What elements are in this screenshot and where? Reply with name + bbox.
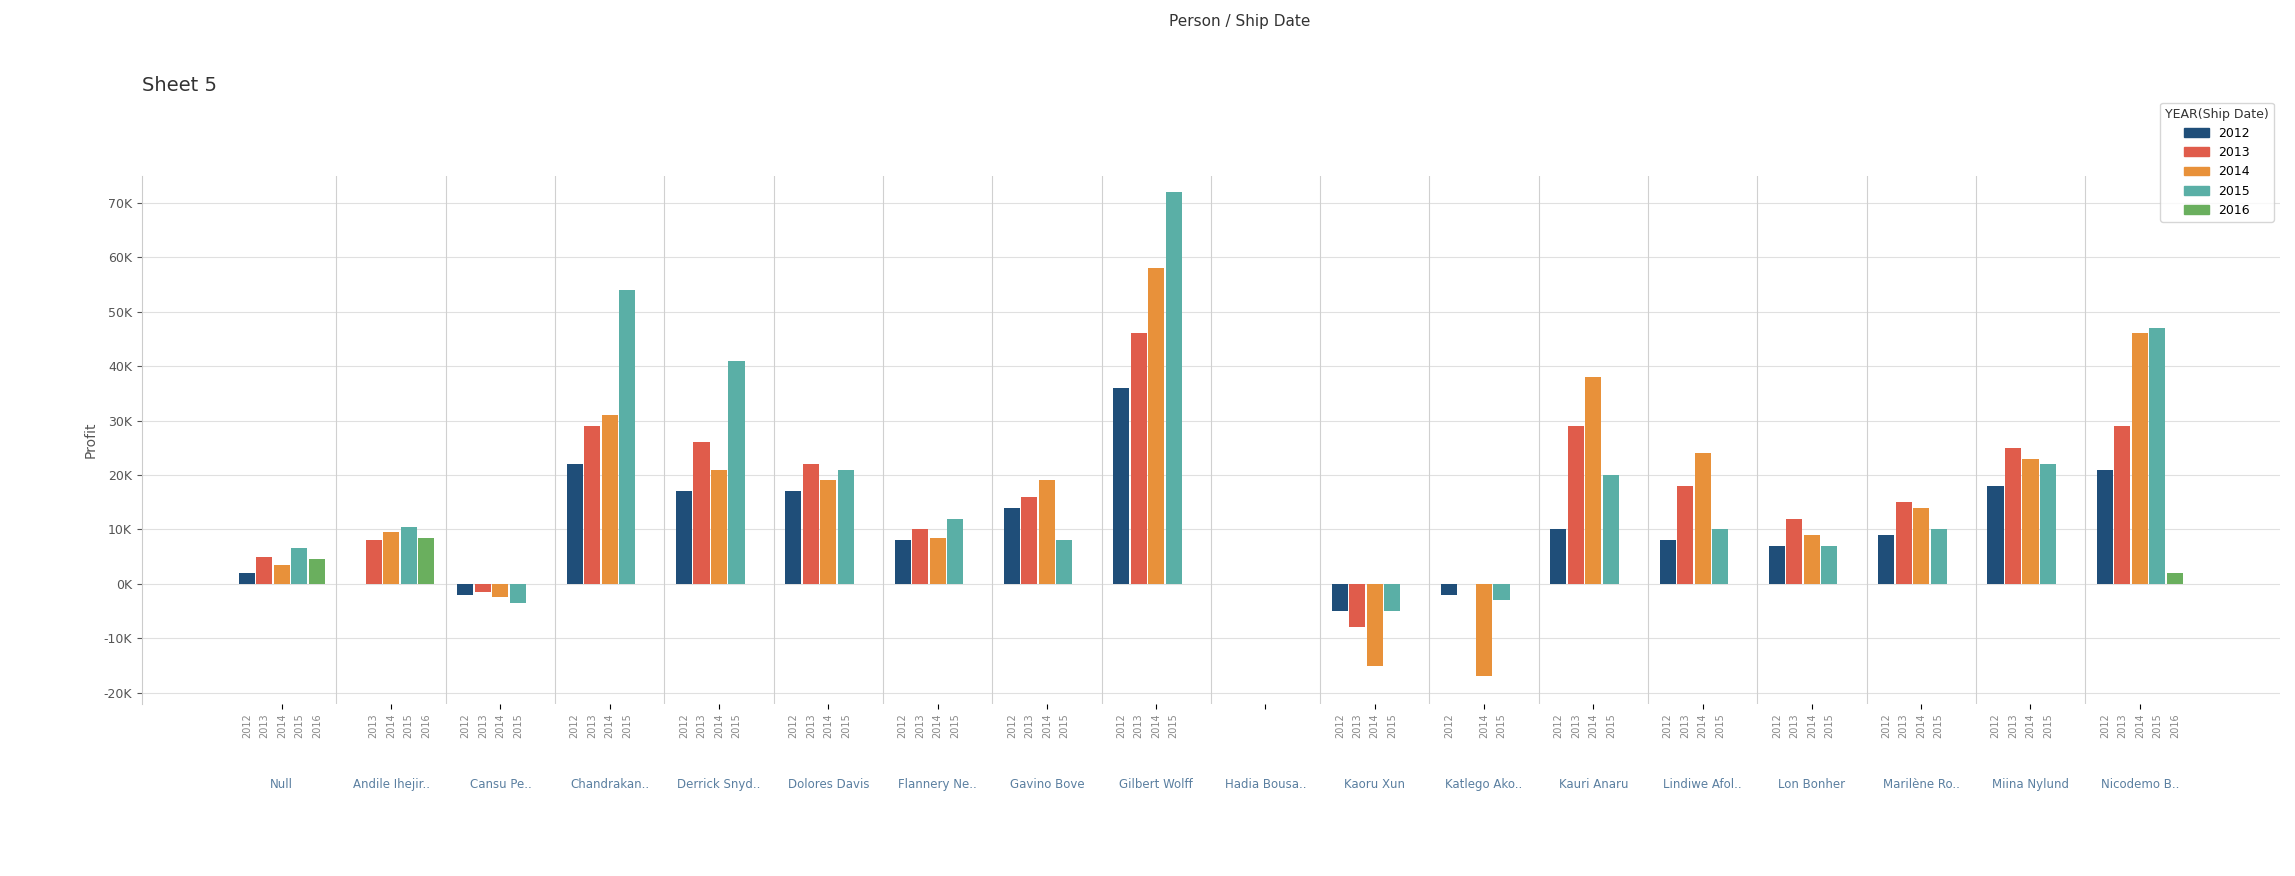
Bar	[728, 361, 744, 583]
Bar	[1148, 268, 1164, 583]
Bar	[819, 480, 835, 583]
Bar	[948, 519, 964, 583]
Bar	[2114, 426, 2130, 583]
Bar	[1476, 583, 1492, 676]
Bar	[1368, 583, 1384, 666]
Bar	[1056, 540, 1072, 583]
Bar	[2148, 328, 2164, 583]
Bar	[310, 560, 326, 583]
Bar	[291, 548, 308, 583]
Bar	[911, 529, 927, 583]
Bar	[509, 583, 526, 603]
Bar	[1712, 529, 1728, 583]
Bar	[1494, 583, 1510, 600]
Bar	[1930, 529, 1946, 583]
Bar	[1551, 529, 1567, 583]
Bar	[2166, 573, 2183, 583]
Bar	[838, 470, 854, 583]
Bar	[1659, 540, 1675, 583]
Bar	[1678, 486, 1694, 583]
Bar	[1769, 546, 1786, 583]
Bar	[1694, 453, 1710, 583]
Bar	[493, 583, 509, 597]
Bar	[239, 573, 255, 583]
Bar	[1804, 535, 1820, 583]
Bar	[803, 464, 819, 583]
Bar	[1441, 583, 1457, 595]
Bar	[365, 540, 381, 583]
Bar	[711, 470, 728, 583]
Bar	[257, 556, 273, 583]
Y-axis label: Profit: Profit	[85, 421, 99, 458]
Bar	[1586, 377, 1602, 583]
Bar	[567, 464, 583, 583]
Text: Person / Ship Date: Person / Ship Date	[1168, 14, 1310, 29]
Bar	[1822, 546, 1838, 583]
Bar	[1021, 497, 1037, 583]
Bar	[1914, 507, 1930, 583]
Bar	[1567, 426, 1584, 583]
Bar	[1003, 507, 1019, 583]
Bar	[2132, 334, 2148, 583]
Bar	[620, 290, 636, 583]
Bar	[2022, 459, 2038, 583]
Bar	[1384, 583, 1400, 611]
Bar	[1602, 475, 1618, 583]
Bar	[585, 426, 601, 583]
Bar	[1349, 583, 1366, 627]
Bar	[475, 583, 491, 592]
Bar	[1896, 502, 1912, 583]
Legend: 2012, 2013, 2014, 2015, 2016: 2012, 2013, 2014, 2015, 2016	[2160, 102, 2274, 222]
Bar	[383, 532, 399, 583]
Bar	[418, 538, 434, 583]
Bar	[785, 491, 801, 583]
Text: Sheet 5: Sheet 5	[142, 76, 216, 95]
Bar	[1113, 388, 1129, 583]
Bar	[1040, 480, 1056, 583]
Bar	[2006, 448, 2022, 583]
Bar	[1166, 192, 1182, 583]
Bar	[677, 491, 693, 583]
Bar	[1877, 535, 1893, 583]
Bar	[895, 540, 911, 583]
Bar	[273, 565, 289, 583]
Bar	[601, 415, 617, 583]
Bar	[693, 442, 709, 583]
Bar	[1987, 486, 2004, 583]
Bar	[2098, 470, 2114, 583]
Bar	[1331, 583, 1347, 611]
Bar	[1786, 519, 1802, 583]
Bar	[2040, 464, 2056, 583]
Bar	[402, 526, 418, 583]
Bar	[1131, 334, 1148, 583]
Bar	[929, 538, 946, 583]
Bar	[457, 583, 473, 595]
